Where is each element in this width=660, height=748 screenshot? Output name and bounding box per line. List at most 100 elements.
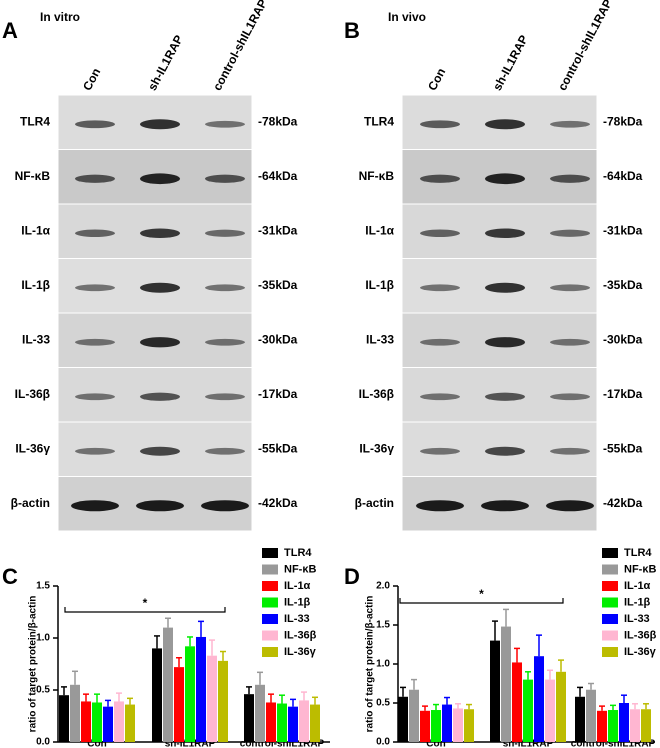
band [75, 338, 115, 346]
significance-bracket [64, 607, 226, 613]
size-label: -78kDa [258, 114, 298, 128]
protein-label: β-actin [11, 496, 50, 510]
bar [185, 646, 195, 742]
bar [409, 689, 419, 742]
size-label: -17kDa [603, 387, 643, 401]
bar [103, 706, 113, 742]
lane-label: control-shIL1RAP [210, 0, 270, 93]
bar [163, 627, 173, 742]
legend-label: IL-36β [284, 629, 317, 641]
panel-letter: A [2, 18, 18, 43]
band [485, 392, 525, 401]
bar [556, 671, 566, 742]
protein-label: IL-1β [365, 278, 394, 292]
legend-swatch [602, 647, 618, 657]
band [201, 500, 249, 512]
size-label: -30kDa [603, 332, 643, 346]
band [140, 446, 180, 456]
band [420, 338, 460, 346]
legend-swatch [262, 597, 278, 608]
protein-label: TLR4 [20, 114, 50, 128]
bar [501, 626, 511, 742]
protein-label: IL-1β [21, 278, 50, 292]
lane-label: Con [80, 66, 103, 93]
legend-label: IL-36γ [284, 646, 317, 658]
x-tick-label: sh-IL1RAP [165, 739, 216, 748]
bar [196, 636, 206, 742]
band [420, 284, 460, 292]
bar [218, 660, 228, 742]
legend-label: IL-1α [284, 580, 311, 592]
bar [152, 648, 162, 742]
band [420, 120, 460, 129]
band [550, 174, 590, 183]
legend-label: IL-36γ [624, 646, 657, 658]
band [485, 119, 525, 130]
band [205, 284, 245, 292]
size-label: -55kDa [258, 441, 298, 455]
legend-swatch [602, 597, 618, 608]
band [485, 228, 525, 239]
band [75, 120, 115, 129]
lane-label: Con [425, 66, 448, 93]
bar [70, 684, 80, 742]
legend-label: IL-33 [284, 613, 310, 625]
size-label: -55kDa [603, 441, 643, 455]
band [71, 500, 119, 512]
band [485, 337, 525, 348]
band [485, 282, 525, 293]
y-tick-label: 0.0 [36, 737, 50, 748]
legend-swatch [602, 564, 618, 575]
bar [244, 694, 254, 742]
band [140, 337, 180, 348]
y-tick-label: 0.5 [376, 698, 390, 709]
x-tick-label: sh-IL1RAP [503, 739, 554, 748]
band [546, 500, 594, 512]
legend-label: IL-1β [624, 596, 651, 608]
panel-letter: D [344, 564, 360, 589]
protein-label: NF-κB [15, 169, 51, 183]
size-label: -78kDa [603, 114, 643, 128]
band [550, 120, 590, 128]
band [205, 338, 245, 346]
lane-label: sh-IL1RAP [490, 33, 531, 93]
band [205, 174, 245, 183]
band [205, 393, 245, 401]
legend-label: IL-36β [624, 629, 657, 641]
size-label: -17kDa [258, 387, 298, 401]
bar [575, 696, 585, 742]
bar [288, 706, 298, 742]
band [140, 228, 180, 239]
band [205, 447, 245, 455]
protein-label: IL-36γ [359, 441, 394, 455]
band [140, 392, 180, 401]
size-label: -64kDa [603, 169, 643, 183]
legend-swatch [262, 548, 278, 558]
bar [431, 710, 441, 742]
band [420, 447, 460, 455]
bar [490, 640, 500, 742]
band [550, 338, 590, 346]
protein-label: IL-36γ [15, 441, 50, 455]
size-label: -35kDa [258, 278, 298, 292]
legend-label: IL-33 [624, 613, 650, 625]
x-tick-label: Con [87, 739, 106, 748]
bar [81, 701, 91, 742]
legend-label: NF-κB [624, 563, 656, 575]
bar [442, 704, 452, 742]
y-tick-label: 0.5 [36, 685, 50, 696]
legend-swatch [602, 548, 618, 558]
protein-label: IL-1α [365, 223, 394, 237]
legend-swatch [602, 614, 618, 624]
legend-label: TLR4 [284, 547, 312, 559]
x-tick-label: Con [426, 739, 445, 748]
bar [420, 710, 430, 742]
x-tick-label: control-shIL1RAP [240, 739, 325, 748]
bar [534, 656, 544, 742]
protein-label: NF-κB [359, 169, 395, 183]
band [550, 229, 590, 237]
protein-label: IL-36β [359, 387, 394, 401]
significance-bracket [399, 598, 564, 604]
bar [174, 667, 184, 742]
